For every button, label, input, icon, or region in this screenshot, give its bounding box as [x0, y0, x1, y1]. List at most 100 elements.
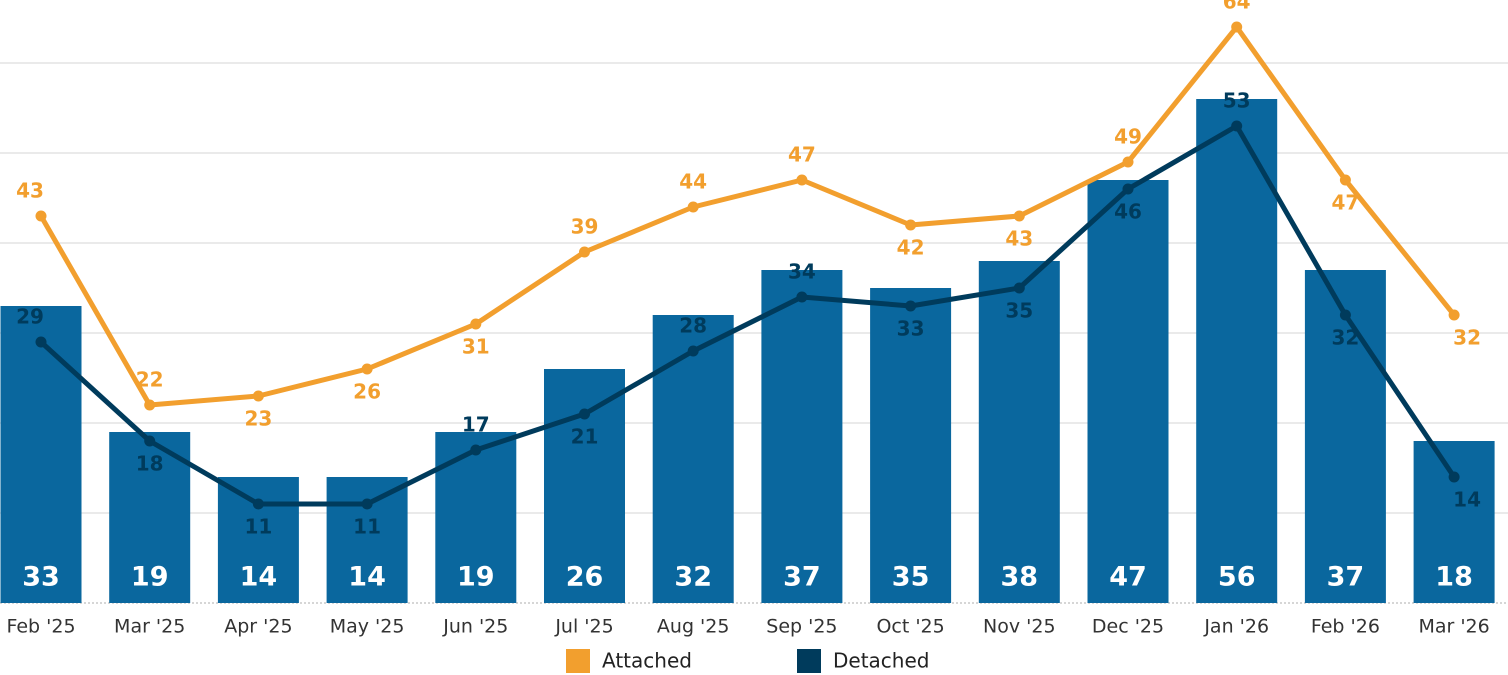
- line-point: [1339, 309, 1351, 321]
- bar-label: 38: [1001, 562, 1039, 593]
- line-point: [1122, 156, 1134, 168]
- x-tick-label: Apr '25: [224, 616, 292, 638]
- legend-label: Attached: [602, 649, 692, 673]
- bar: [761, 270, 843, 603]
- line-label: 29: [16, 305, 44, 329]
- bar: [1196, 99, 1278, 603]
- x-tick-label: Jun '25: [442, 616, 508, 638]
- x-tick-label: Feb '25: [6, 616, 75, 638]
- x-tick-label: Jul '25: [554, 616, 613, 638]
- line-point: [252, 390, 264, 402]
- bar: [0, 306, 82, 603]
- line-label: 49: [1114, 125, 1142, 149]
- bar-label: 47: [1109, 562, 1147, 593]
- x-tick-label: Mar '26: [1418, 616, 1489, 638]
- bar: [544, 369, 625, 603]
- line-label: 18: [136, 452, 164, 476]
- line-label: 31: [462, 335, 490, 359]
- bar-label: 37: [783, 562, 821, 593]
- line-point: [144, 399, 156, 411]
- bar-label: 26: [566, 562, 604, 593]
- x-tick-label: Jan '26: [1203, 616, 1269, 638]
- line-label: 34: [788, 260, 816, 284]
- x-tick-label: May '25: [330, 616, 405, 638]
- line-label: 46: [1114, 200, 1142, 224]
- bar-label: 33: [22, 562, 60, 593]
- bar: [1304, 270, 1386, 603]
- line-label: 14: [1453, 488, 1481, 512]
- x-tick-label: Nov '25: [983, 616, 1056, 638]
- line-point: [1013, 210, 1025, 222]
- bar: [217, 477, 299, 603]
- bar-label: 37: [1327, 562, 1365, 593]
- bar-label: 32: [674, 562, 712, 593]
- bar-label: 14: [240, 562, 278, 593]
- x-tick-label: Aug '25: [657, 616, 730, 638]
- line-point: [1448, 309, 1460, 321]
- bar: [109, 432, 191, 603]
- legend-swatch: [566, 649, 590, 673]
- bar: [1087, 180, 1169, 603]
- line-label: 26: [353, 380, 381, 404]
- line-label: 43: [16, 179, 44, 203]
- line-label: 28: [679, 314, 707, 338]
- line-point: [1122, 183, 1134, 195]
- line-label: 32: [1331, 326, 1359, 350]
- x-tick-label: Feb '26: [1311, 616, 1380, 638]
- line-point: [35, 336, 47, 348]
- line-point: [470, 318, 482, 330]
- legend-swatch: [797, 649, 821, 673]
- line-label: 23: [244, 407, 272, 431]
- line-point: [905, 219, 917, 231]
- line-label: 44: [679, 170, 707, 194]
- line-label: 64: [1223, 0, 1251, 14]
- line-point: [1448, 471, 1460, 483]
- x-tick-label: Mar '25: [114, 616, 185, 638]
- line-point: [361, 363, 373, 375]
- x-tick-label: Dec '25: [1092, 616, 1164, 638]
- bar: [978, 261, 1060, 603]
- x-tick-label: Oct '25: [876, 616, 944, 638]
- line-label: 22: [136, 368, 164, 392]
- line-point: [687, 345, 699, 357]
- line-label: 47: [1331, 191, 1359, 215]
- line-point: [796, 291, 808, 303]
- line-point: [579, 408, 590, 420]
- bar: [870, 288, 952, 603]
- bar-label: 35: [892, 562, 930, 593]
- line-label: 11: [244, 515, 272, 539]
- line-label: 43: [1005, 227, 1033, 251]
- line: [38, 24, 1457, 408]
- line-point: [1231, 120, 1243, 132]
- bar-label: 19: [457, 562, 495, 593]
- bar: [1413, 441, 1495, 603]
- bar: [326, 477, 408, 603]
- line-point: [579, 246, 590, 258]
- line-point: [1231, 21, 1243, 33]
- line-label: 21: [571, 425, 599, 449]
- line-point: [361, 498, 373, 510]
- bar: [435, 432, 517, 603]
- line-point: [1339, 174, 1351, 186]
- line-point: [796, 174, 808, 186]
- line-point: [905, 300, 917, 312]
- bar-label: 14: [348, 562, 386, 593]
- line-point: [470, 444, 482, 456]
- x-tick-label: Sep '25: [766, 616, 837, 638]
- bar-label: 18: [1435, 562, 1473, 593]
- line-label: 32: [1453, 326, 1481, 350]
- line: [39, 123, 1457, 507]
- line-label: 47: [788, 143, 816, 167]
- bar-label: 19: [131, 562, 169, 593]
- line-label: 17: [462, 413, 490, 437]
- bar-label: 56: [1218, 562, 1256, 593]
- legend-label: Detached: [833, 649, 929, 673]
- line-point: [35, 210, 47, 222]
- line-label: 53: [1223, 89, 1251, 113]
- line-point: [144, 435, 156, 447]
- line-label: 39: [571, 215, 599, 239]
- line-label: 42: [897, 236, 925, 260]
- line-label: 33: [897, 317, 925, 341]
- line-point: [1013, 282, 1025, 294]
